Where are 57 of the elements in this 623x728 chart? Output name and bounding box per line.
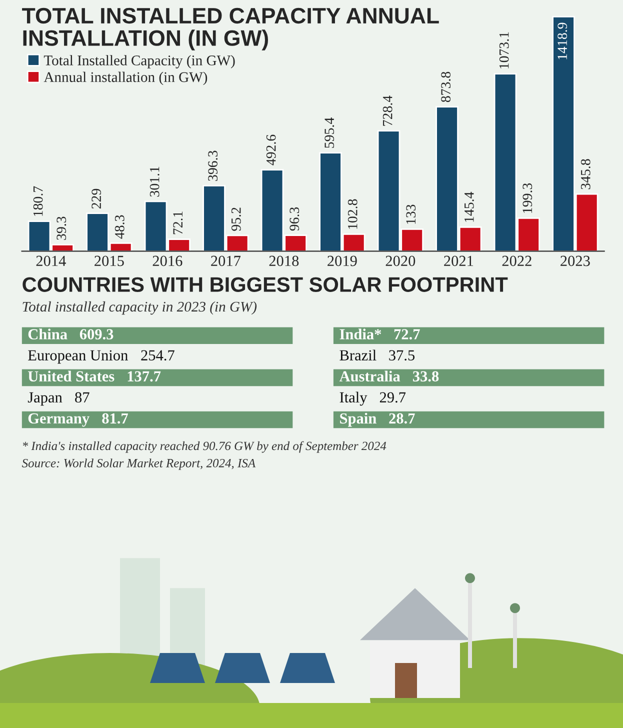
data-label: 873.8 — [441, 72, 451, 102]
category-label: Brazil — [340, 350, 376, 360]
data-label: 609.3 — [80, 329, 114, 340]
x-tick-label: 2020 — [386, 256, 416, 266]
x-tick-label: 2018 — [269, 256, 299, 266]
category-label: United States — [28, 370, 114, 382]
data-label: 72.7 — [394, 329, 420, 340]
category-label: Italy — [340, 392, 368, 406]
data-label: 33.8 — [412, 371, 439, 382]
x-tick-label: 2023 — [560, 256, 590, 266]
source-note: Source: World Solar Market Report, 2024, ISA — [22, 458, 256, 470]
text: Total installed capacity in 2023 (in GW) — [22, 301, 257, 315]
category-label: Germany — [28, 413, 90, 427]
data-label: 137.7 — [128, 371, 161, 382]
data-label: 728.4 — [382, 96, 392, 126]
chart-title: TOTAL INSTALLED CAPACITY ANNUAL INSTALLATION (IN GW) — [22, 8, 439, 50]
data-label: 72.1 — [173, 212, 183, 234]
x-tick-label: 2017 — [211, 256, 241, 266]
data-label: 29.7 — [380, 392, 406, 403]
data-label: 48.3 — [114, 215, 124, 239]
category-label: Australia — [339, 370, 400, 382]
data-label: 254.7 — [141, 350, 174, 361]
x-tick-label: 2016 — [152, 256, 182, 266]
text: * India's installed capacity reached 90.76 GW by end of September 2024 — [23, 441, 386, 453]
x-tick-label: 2015 — [94, 256, 124, 266]
data-label: 28.7 — [389, 413, 415, 424]
x-tick-label: 2019 — [328, 256, 357, 266]
data-label: 81.7 — [102, 413, 128, 424]
data-label: 396.3 — [208, 150, 218, 181]
category-label: China — [28, 328, 68, 340]
data-label: 96.3 — [290, 207, 300, 231]
data-label: 145.4 — [464, 192, 474, 222]
category-label: Japan — [28, 392, 62, 406]
text: COUNTRIES WITH BIGGEST SOLAR FOOTPRINT — [22, 277, 508, 292]
data-label: 595.4 — [324, 118, 334, 148]
x-tick-label: 2021 — [444, 256, 474, 266]
data-label: 229 — [92, 188, 102, 209]
data-label: 39.3 — [56, 216, 66, 240]
data-label: 37.5 — [389, 350, 415, 361]
data-label: 492.6 — [266, 134, 276, 166]
x-tick-label: 2014 — [36, 256, 66, 266]
x-tick-label: 2022 — [502, 256, 532, 266]
data-label: 87 — [75, 392, 90, 403]
data-label: 199.3 — [522, 183, 532, 213]
category-label: India* — [340, 328, 382, 340]
category-label: Spain — [340, 412, 376, 427]
category-label: European Union — [28, 350, 128, 364]
legend-label: Total Installed Capacity (in GW) — [44, 55, 235, 68]
data-label: 345.8 — [580, 159, 590, 190]
data-label: 133 — [406, 204, 416, 224]
data-label: 1073.1 — [499, 32, 509, 68]
legend-label: Annual installation (in GW) — [44, 72, 208, 86]
data-label: 180.7 — [33, 186, 43, 216]
data-label: 301.1 — [150, 166, 160, 197]
data-label: 1418.9 — [558, 22, 568, 60]
data-label: 95.2 — [231, 208, 241, 231]
data-label: 102.8 — [348, 199, 358, 229]
